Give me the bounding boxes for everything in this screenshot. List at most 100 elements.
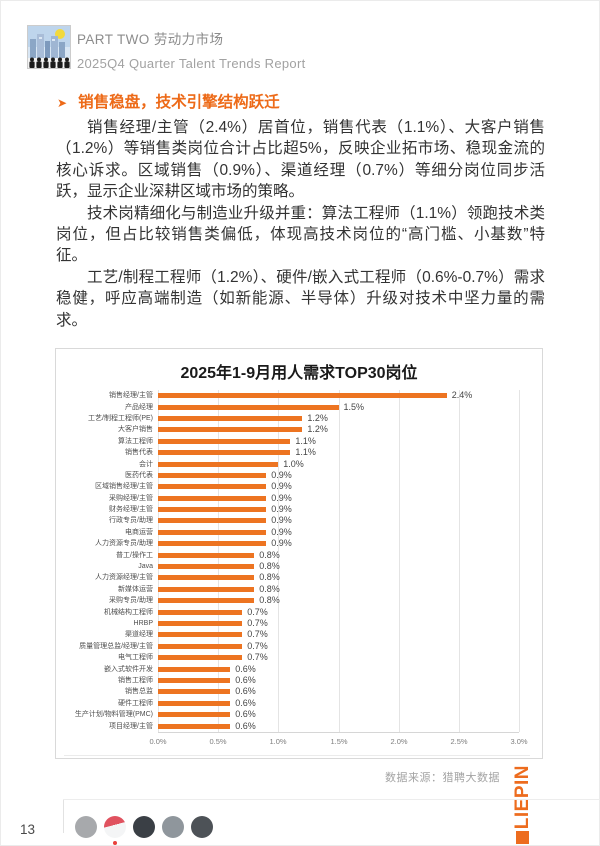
chart-bar bbox=[158, 552, 255, 558]
data-source-note: 数据来源：猎聘大数据 bbox=[385, 772, 500, 784]
chart-value-label: 0.6% bbox=[235, 663, 256, 674]
chart-row: 采购经理/主管 0.9% bbox=[56, 493, 542, 504]
chart-category-label: 工艺/制程工程师(PE) bbox=[88, 414, 153, 422]
gridline bbox=[158, 390, 159, 732]
chart-value-label: 0.7% bbox=[247, 652, 268, 663]
chart-row: 普工/操作工 0.8% bbox=[56, 549, 542, 560]
gridlines bbox=[158, 390, 520, 732]
chart-row: 人力资源经理/主管 0.8% bbox=[56, 572, 542, 583]
chart-category-label: 电商运营 bbox=[125, 528, 153, 536]
chart-bar bbox=[158, 677, 231, 683]
chart-row: 算法工程师 1.1% bbox=[56, 436, 542, 447]
chart-bar bbox=[158, 586, 255, 592]
x-axis-tick-label: 2.5% bbox=[450, 737, 468, 746]
chart-row: 生产计划/物料管理(PMC) 0.6% bbox=[56, 709, 542, 720]
chart-bar bbox=[158, 541, 267, 547]
chart-row: 渠道经理 0.7% bbox=[56, 629, 542, 640]
chart-category-label: 机械结构工程师 bbox=[104, 608, 153, 616]
chart-value-label: 0.6% bbox=[235, 674, 256, 685]
chart-value-label: 1.2% bbox=[307, 424, 328, 435]
chart-bar bbox=[158, 564, 255, 570]
page-number: 13 bbox=[20, 822, 36, 837]
chart-value-label: 0.9% bbox=[271, 515, 292, 526]
header: PART TWO 劳动力市场 2025Q4 Quarter Talent Tre… bbox=[77, 28, 306, 71]
section-heading: ➤ 销售稳盘，技术引擎结构跃迁 bbox=[56, 90, 545, 112]
x-axis-tick-label: 2.0% bbox=[390, 737, 408, 746]
chart-value-label: 0.6% bbox=[235, 720, 256, 731]
social-icon-2 bbox=[104, 816, 126, 838]
chart-category-label: 区域销售经理/主管 bbox=[95, 483, 153, 491]
chart-value-label: 0.8% bbox=[259, 572, 280, 583]
chart-bar bbox=[158, 575, 255, 581]
chart-bar bbox=[158, 404, 339, 410]
chart-bar bbox=[158, 438, 291, 444]
chart-row: 医药代表 0.9% bbox=[56, 470, 542, 481]
chart-row: 区域销售经理/主管 0.9% bbox=[56, 481, 542, 492]
bar-chart-plot: 销售经理/主管 2.4% 产品经理 1.5% 工艺/制程工程师(PE) 1.2% 大客户销售… bbox=[56, 390, 542, 762]
social-icons bbox=[75, 816, 213, 845]
paragraph-sales: 销售经理/主管（2.4%）居首位，销售代表（1.1%）、大客户销售（1.2%）等… bbox=[56, 119, 545, 201]
chart-row: Java 0.8% bbox=[56, 561, 542, 572]
chart-bar bbox=[158, 529, 267, 535]
chart-value-label: 0.6% bbox=[235, 709, 256, 720]
chart-row: HRBP 0.7% bbox=[56, 618, 542, 629]
chart-value-label: 1.5% bbox=[343, 401, 365, 412]
chart-row: 销售经理/主管 2.4% bbox=[56, 390, 542, 401]
gridline bbox=[278, 390, 279, 732]
city-skyline-people-icon bbox=[27, 25, 71, 69]
social-icon-3 bbox=[133, 816, 155, 838]
chart-row: 销售工程师 0.6% bbox=[56, 675, 542, 686]
report-subtitle: 2025Q4 Quarter Talent Trends Report bbox=[77, 56, 306, 71]
notification-dot bbox=[113, 841, 117, 845]
chart-value-label: 1.2% bbox=[307, 412, 328, 423]
chart-bar bbox=[158, 598, 255, 604]
chart-value-label: 1.1% bbox=[295, 435, 316, 446]
chart-bar bbox=[158, 461, 279, 467]
gridline bbox=[218, 390, 219, 732]
x-axis-tick-label: 1.5% bbox=[330, 737, 348, 746]
chart-bar bbox=[158, 643, 243, 649]
chart-value-label: 0.6% bbox=[235, 697, 256, 708]
chart-bar bbox=[158, 393, 447, 399]
x-axis-line bbox=[158, 732, 519, 733]
chart-bar bbox=[158, 712, 231, 718]
chart-title: 2025年1-9月用人需求TOP30岗位 bbox=[180, 365, 418, 382]
chart-category-label: 新媒体运营 bbox=[118, 585, 153, 593]
chart-value-label: 0.9% bbox=[271, 504, 292, 515]
chart-category-label: 销售工程师 bbox=[118, 676, 153, 684]
liepin-logo-text: LIEPIN bbox=[511, 764, 533, 829]
chart-value-label: 0.8% bbox=[259, 561, 280, 572]
chart-row: 质量管理总监/经理/主管 0.7% bbox=[56, 641, 542, 652]
chart-category-label: 人力资源专员/助理 bbox=[95, 540, 153, 548]
footer-divider bbox=[63, 800, 64, 833]
chart-value-label: 2.4% bbox=[451, 390, 473, 401]
chart-category-label: 大客户销售 bbox=[118, 426, 153, 434]
chart-row: 项目经理/主管 0.6% bbox=[56, 720, 542, 731]
gridline bbox=[459, 390, 460, 732]
social-icon-4 bbox=[162, 816, 184, 838]
chart-bar bbox=[158, 609, 243, 615]
chart-category-label: 普工/操作工 bbox=[116, 551, 153, 559]
gridline bbox=[339, 390, 340, 732]
chart-bar bbox=[158, 484, 267, 490]
chart-bar bbox=[158, 415, 303, 421]
chart-category-label: 算法工程师 bbox=[118, 437, 153, 445]
chart-category-label: 人力资源经理/主管 bbox=[95, 574, 153, 582]
x-axis-tick-label: 3.0% bbox=[510, 737, 528, 746]
part-title: PART TWO 劳动力市场 bbox=[77, 32, 224, 47]
chart-row: 财务经理/主管 0.9% bbox=[56, 504, 542, 515]
chart-value-label: 0.7% bbox=[247, 606, 268, 617]
social-icon-1 bbox=[75, 816, 97, 838]
chart-bar bbox=[158, 655, 243, 661]
section-heading-text: 销售稳盘，技术引擎结构跃迁 bbox=[78, 94, 280, 111]
chart-value-label: 0.7% bbox=[247, 629, 268, 640]
chart-value-label: 0.8% bbox=[259, 583, 280, 594]
chart-category-label: 渠道经理 bbox=[125, 631, 153, 639]
x-axis-tick-label: 1.0% bbox=[269, 737, 287, 746]
chart-value-label: 0.7% bbox=[247, 618, 268, 628]
chart-category-label: 生产计划/物料管理(PMC) bbox=[74, 711, 153, 719]
chart-category-label: Java bbox=[138, 563, 153, 571]
arrow-bullet-icon: ➤ bbox=[57, 96, 68, 110]
chart-category-label: 医药代表 bbox=[125, 471, 153, 479]
chart-row: 销售代表 1.1% bbox=[56, 447, 542, 458]
